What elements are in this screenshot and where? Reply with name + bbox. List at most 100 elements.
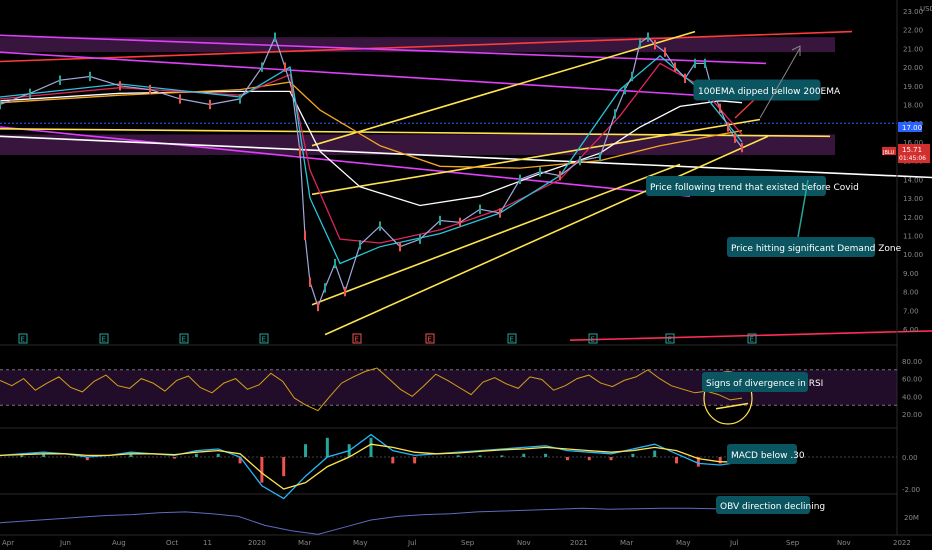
macd-tick: 0.00 xyxy=(902,454,918,462)
trend-line-8 xyxy=(324,135,769,336)
callout-rsi: Signs of divergence in RSI xyxy=(702,371,823,425)
price-tick: 6.00 xyxy=(903,326,919,334)
trend-line-10 xyxy=(0,128,831,138)
trend-line-6 xyxy=(311,30,696,147)
callout-rsi-text: Signs of divergence in RSI xyxy=(706,379,823,389)
time-tick: Jun xyxy=(59,539,71,547)
price-tick: 22.00 xyxy=(903,27,923,35)
last-price-text: 15.71 xyxy=(902,146,922,154)
time-tick: 2022 xyxy=(893,539,911,547)
earnings-marker-box xyxy=(507,333,517,344)
earnings-marker: E xyxy=(355,336,359,344)
trend-lines xyxy=(0,30,932,341)
obv-panel: 20M xyxy=(0,507,919,535)
price-tick: 23.00 xyxy=(903,8,923,16)
time-tick: Jul xyxy=(407,539,417,547)
trend-line-3 xyxy=(0,126,691,197)
callout-obv-text: OBV direction declining xyxy=(720,502,825,512)
earnings-marker-box xyxy=(259,333,269,344)
obv-line xyxy=(0,507,743,535)
time-tick: Apr xyxy=(2,539,14,547)
price-tick: 16.00 xyxy=(903,139,923,147)
rsi-tick: 80.00 xyxy=(902,358,922,366)
currency-label: USD xyxy=(920,5,932,13)
demand-zone-0 xyxy=(0,37,835,53)
earnings-marker-box xyxy=(747,333,757,344)
trend-line-2 xyxy=(0,51,758,100)
projection-arrow xyxy=(759,45,801,119)
price-tick: 11.00 xyxy=(903,232,923,240)
time-tick: Mar xyxy=(298,539,311,547)
earnings-marker: E xyxy=(21,336,25,344)
time-tick: Oct xyxy=(166,539,178,547)
obv-tick: 20M xyxy=(904,514,919,522)
time-tick: May xyxy=(676,539,690,547)
rsi-tick: 40.00 xyxy=(902,393,922,401)
time-tick: May xyxy=(353,539,367,547)
macd-panel: 0.00 -2.00 xyxy=(0,433,920,500)
earnings-marker: E xyxy=(102,336,106,344)
symbol-tag-text: JBLU xyxy=(882,150,894,156)
earnings-marker-box xyxy=(18,333,28,344)
earnings-marker: E xyxy=(428,336,432,344)
time-axis: Apr Jun Aug Oct 11 2020 Mar May Jul Sep Nov 2021 Mar… xyxy=(2,539,911,547)
level-tag: 17.00 xyxy=(898,122,922,132)
earnings-marker-box xyxy=(99,333,109,344)
callout-ema-cross-text: 100EMA dipped bellow 200EMA xyxy=(698,87,841,97)
price-tick: 9.00 xyxy=(903,270,919,278)
ema-line-1 xyxy=(0,81,743,169)
moving-averages xyxy=(0,55,743,265)
trend-line-5 xyxy=(569,330,932,341)
trend-line-7 xyxy=(311,118,761,196)
earnings-marker: E xyxy=(510,336,514,344)
trend-line-0 xyxy=(0,30,853,63)
earnings-marker-box xyxy=(352,333,362,344)
price-tick: 14.00 xyxy=(903,176,923,184)
callout-demand: Price hitting significant Demand Zone xyxy=(727,179,902,257)
demand-zones xyxy=(0,37,835,156)
callout-ema-cross: 100EMA dipped bellow 200EMA xyxy=(693,79,841,119)
earnings-marker: E xyxy=(182,336,186,344)
price-tick: 19.00 xyxy=(903,83,923,91)
earnings-marker: E xyxy=(750,336,754,344)
demand-zone-1 xyxy=(0,134,835,156)
time-tick: 11 xyxy=(203,539,212,547)
price-tick: 8.00 xyxy=(903,289,919,297)
earnings-marker: E xyxy=(262,336,266,344)
earnings-marker-box xyxy=(665,333,675,344)
countdown-text: 01:45:06 xyxy=(899,155,926,162)
callout-macd-text: MACD below .30 xyxy=(731,451,805,461)
time-tick: 2020 xyxy=(248,539,266,547)
trend-line-9 xyxy=(311,163,681,306)
ema-line-3 xyxy=(0,55,743,265)
earnings-marker: E xyxy=(591,336,595,344)
time-tick: Sep xyxy=(461,539,475,547)
price-tick: 12.00 xyxy=(903,214,923,222)
earnings-marker-box xyxy=(179,333,189,344)
rsi-tick: 60.00 xyxy=(902,376,922,384)
macd-tick: -2.00 xyxy=(902,486,920,494)
macd-signal-line xyxy=(0,443,742,490)
trend-line-4 xyxy=(0,135,932,179)
time-tick: Aug xyxy=(112,539,126,547)
price-tick: 10.00 xyxy=(903,251,923,259)
trend-line-1 xyxy=(0,34,767,65)
price-series xyxy=(0,32,743,312)
rsi-divergence-line xyxy=(715,402,749,410)
time-tick: Nov xyxy=(517,539,531,547)
callout-obv: OBV direction declining xyxy=(716,496,825,514)
rsi-tick: 20.00 xyxy=(902,411,922,419)
price-tick: 18.00 xyxy=(903,102,923,110)
earnings-marker-box xyxy=(425,333,435,344)
time-tick: Mar xyxy=(620,539,633,547)
callout-macd: MACD below .30 xyxy=(727,444,805,464)
callout-trend: Price following trend that existed befor… xyxy=(646,176,859,196)
time-tick: 2021 xyxy=(570,539,588,547)
price-tick: 20.00 xyxy=(903,64,923,72)
price-tick: 7.00 xyxy=(903,307,919,315)
time-tick: Sep xyxy=(786,539,800,547)
time-tick: Nov xyxy=(837,539,851,547)
price-tick: 13.00 xyxy=(903,195,923,203)
price-tick: 21.00 xyxy=(903,45,923,53)
